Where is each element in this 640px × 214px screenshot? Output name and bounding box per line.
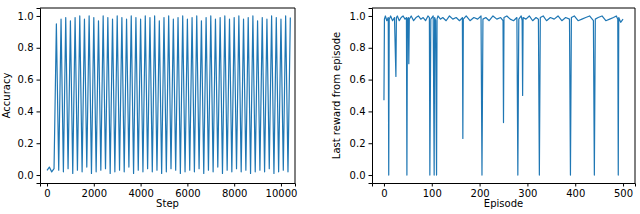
- y-axis-line: [37, 9, 41, 184]
- y-tick-label: 0.8: [350, 42, 366, 53]
- y-tick: 0.0: [18, 170, 40, 181]
- x-tick: 200: [471, 183, 490, 199]
- x-tick-label: 300: [518, 188, 537, 199]
- x-tick-label: 0: [44, 188, 50, 199]
- x-tick-label: 200: [471, 188, 490, 199]
- y-tick: 0.6: [18, 74, 40, 85]
- y-axis-title: Accuracy: [1, 73, 12, 119]
- y-tick: 0.8: [350, 42, 372, 53]
- x-axis: 0 2000 4000 6000 8000 10000: [41, 183, 298, 199]
- y-tick: 0.4: [18, 106, 40, 117]
- y-tick: 0.2: [18, 138, 40, 149]
- y-tick-mark: [37, 175, 41, 176]
- y-tick-mark: [369, 175, 373, 176]
- x-axis-line: [373, 184, 636, 187]
- frame-top: [372, 8, 635, 9]
- y-tick-mark: [37, 48, 41, 49]
- x-tick-mark: [575, 183, 576, 187]
- x-axis-line: [41, 184, 296, 187]
- y-tick: 0.0: [350, 170, 372, 181]
- x-tick: 8000: [222, 183, 247, 199]
- x-tick-mark: [47, 183, 48, 187]
- data-line: [384, 16, 623, 175]
- y-tick-label: 0.0: [350, 170, 366, 181]
- x-tick-mark: [384, 183, 385, 187]
- x-tick: 0: [381, 183, 387, 199]
- x-tick-label: 10000: [266, 188, 298, 199]
- x-tick-mark: [432, 183, 433, 187]
- y-axis: 0.0 0.2 0.4 0.6 0.8 1.0: [350, 9, 373, 184]
- y-tick-mark: [37, 143, 41, 144]
- x-tick-mark: [281, 183, 282, 187]
- x-tick: 4000: [128, 183, 153, 199]
- chart: 0 2000 4000 6000 8000 10000 0.0 0.2 0.4 0.6 0.8 1.0…: [1, 8, 297, 209]
- x-tick-mark: [527, 183, 528, 187]
- y-tick-mark: [37, 80, 41, 81]
- y-tick: 0.2: [350, 138, 372, 149]
- x-tick: 400: [566, 183, 585, 199]
- y-tick-mark: [369, 80, 373, 81]
- y-tick-label: 0.4: [18, 106, 34, 117]
- y-tick-label: 0.8: [18, 42, 34, 53]
- y-tick-mark: [369, 143, 373, 144]
- figure: 02000400060008000100000.00.20.40.60.81.0…: [0, 0, 640, 214]
- y-axis-line: [369, 9, 373, 184]
- y-tick-label: 1.0: [18, 11, 34, 22]
- x-tick: 500: [614, 183, 633, 199]
- y-tick-label: 0.6: [18, 74, 34, 85]
- x-axis: 0 100 200 300 400 500: [373, 183, 636, 199]
- frame-top: [40, 8, 295, 9]
- x-tick-mark: [94, 183, 95, 187]
- x-tick-label: 6000: [175, 188, 200, 199]
- x-tick-label: 500: [614, 188, 633, 199]
- y-tick-label: 0.2: [18, 138, 34, 149]
- x-tick-mark: [141, 183, 142, 187]
- x-tick: 2000: [82, 183, 107, 199]
- y-tick-label: 0.2: [350, 138, 366, 149]
- data-line: [47, 16, 290, 174]
- x-axis-title: Episode: [484, 198, 523, 209]
- y-tick-label: 0.0: [18, 170, 34, 181]
- y-tick-label: 0.6: [350, 74, 366, 85]
- y-tick-mark: [37, 16, 41, 17]
- x-tick-label: 8000: [222, 188, 247, 199]
- y-axis-title: Last reward from episode: [331, 32, 342, 159]
- y-tick-mark: [369, 111, 373, 112]
- x-tick: 0: [44, 183, 50, 199]
- x-tick-mark: [623, 183, 624, 187]
- x-tick-mark: [234, 183, 235, 187]
- y-tick-mark: [369, 16, 373, 17]
- x-tick: 6000: [175, 183, 200, 199]
- y-tick: 0.4: [350, 106, 372, 117]
- y-tick: 0.6: [350, 74, 372, 85]
- frame-right: [295, 8, 296, 183]
- x-tick-label: 400: [566, 188, 585, 199]
- x-tick-label: 0: [381, 188, 387, 199]
- x-tick-label: 4000: [128, 188, 153, 199]
- x-tick: 100: [423, 183, 442, 199]
- plot-area: [47, 16, 290, 174]
- y-tick-label: 0.4: [350, 106, 366, 117]
- y-tick: 1.0: [350, 11, 372, 22]
- x-tick: 10000: [266, 183, 298, 199]
- x-tick-mark: [480, 183, 481, 187]
- y-tick-label: 1.0: [350, 11, 366, 22]
- chart: 0 100 200 300 400 500 0.0 0.2 0.4 0.6 0.8 1.0 Episod…: [331, 8, 636, 209]
- x-tick-label: 2000: [82, 188, 107, 199]
- y-tick-mark: [37, 111, 41, 112]
- y-tick: 1.0: [18, 11, 40, 22]
- x-tick-mark: [187, 183, 188, 187]
- plot-area: [384, 16, 623, 175]
- y-tick: 0.8: [18, 42, 40, 53]
- y-tick-mark: [369, 48, 373, 49]
- x-axis-title: Step: [156, 198, 179, 209]
- x-tick-label: 100: [423, 188, 442, 199]
- frame-right: [635, 8, 636, 183]
- x-tick: 300: [518, 183, 537, 199]
- y-axis: 0.0 0.2 0.4 0.6 0.8 1.0: [18, 9, 41, 184]
